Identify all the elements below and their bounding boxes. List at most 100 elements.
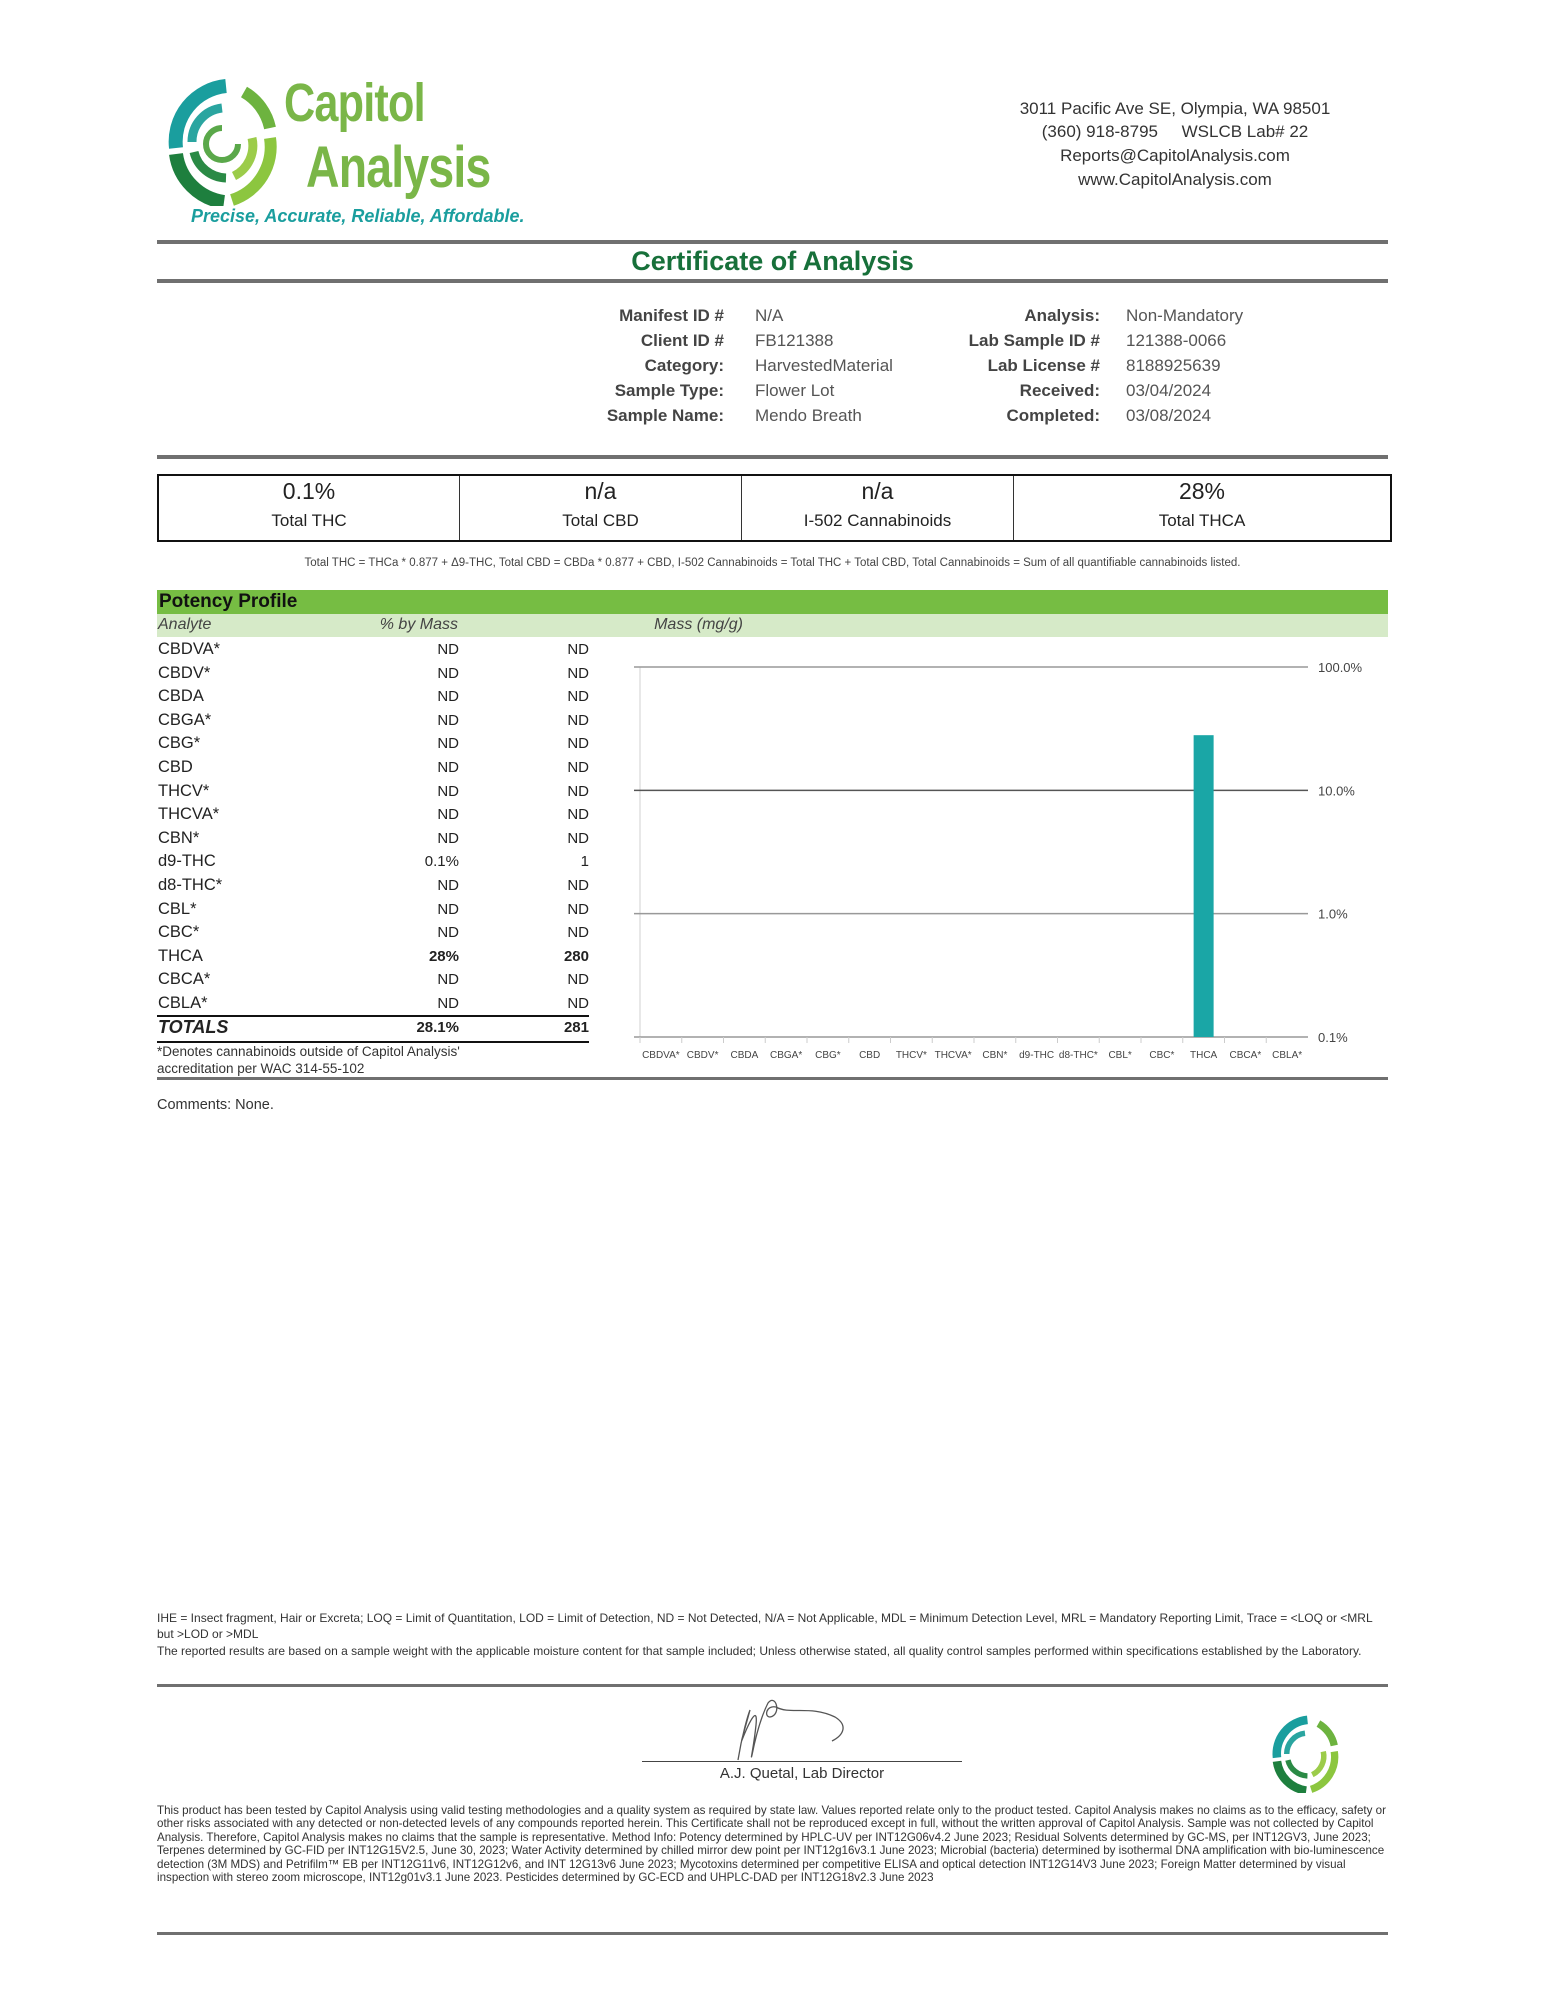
- info-value: Mendo Breath: [755, 406, 862, 425]
- totals-row: TOTALS 28.1% 281: [157, 1016, 589, 1039]
- x-tick-label: CBD: [859, 1050, 880, 1061]
- x-tick-label: THCV*: [896, 1050, 927, 1061]
- logo-swirl-icon: [168, 79, 277, 206]
- disclaimer: This product has been tested by Capitol …: [157, 1804, 1386, 1885]
- totals-label: TOTALS: [158, 1017, 229, 1037]
- x-tick-label: THCA: [1190, 1050, 1218, 1061]
- pct-by-mass: 0.1%: [424, 853, 459, 871]
- logo-swirl-small-icon: [1272, 1715, 1339, 1793]
- info-value: 03/08/2024: [1126, 406, 1212, 425]
- table-row: CBG* ND ND: [157, 732, 589, 755]
- results-note: The reported results are based on a samp…: [157, 1644, 1362, 1658]
- logo-tagline: Precise, Accurate, Reliable, Affordable.: [191, 206, 525, 226]
- analyte-name: CBL*: [158, 899, 197, 918]
- pct-by-mass: ND: [437, 924, 459, 942]
- table-row: CBLA* ND ND: [157, 992, 589, 1015]
- info-value: 121388-0066: [1126, 331, 1227, 350]
- mass-mgg: ND: [567, 711, 589, 729]
- website-link[interactable]: www.CapitolAnalysis.com: [1078, 170, 1272, 189]
- mass-mgg: ND: [567, 924, 589, 942]
- page-title: Certificate of Analysis: [631, 246, 914, 276]
- table-row: CBL* ND ND: [157, 898, 589, 921]
- totals-pct: 28.1%: [416, 1019, 459, 1036]
- phone-license-line: (360) 918-8795 WSLCB Lab# 22: [1041, 122, 1309, 141]
- analyte-name: CBDA: [158, 687, 204, 706]
- y-tick-label: 100.0%: [1318, 660, 1363, 675]
- table-row: CBGA* ND ND: [157, 709, 589, 732]
- table-row: CBDV* ND ND: [157, 662, 589, 685]
- analyte-name: CBDV*: [158, 663, 211, 682]
- summary-value: 0.1%: [282, 478, 336, 504]
- potency-title: Potency Profile: [159, 591, 298, 612]
- analyte-name: CBN*: [158, 828, 200, 847]
- info-value: N/A: [755, 306, 784, 325]
- info-value: 03/04/2024: [1126, 381, 1212, 400]
- x-tick-label: CBN*: [982, 1050, 1007, 1061]
- bar-thca: [1193, 735, 1214, 1037]
- info-value: Non-Mandatory: [1126, 306, 1244, 325]
- x-tick-label: CBDV*: [687, 1050, 719, 1061]
- pct-by-mass: ND: [437, 735, 459, 753]
- summary-value: n/a: [861, 478, 894, 504]
- mass-mgg: ND: [567, 759, 589, 776]
- info-label: Lab License #: [987, 356, 1100, 375]
- divider: [157, 455, 1388, 459]
- pct-by-mass: ND: [437, 995, 459, 1012]
- pct-by-mass: ND: [437, 641, 459, 658]
- pct-by-mass: ND: [437, 971, 459, 989]
- info-value: FB121388: [755, 331, 834, 350]
- pct-by-mass: ND: [437, 829, 459, 847]
- divider: [157, 1932, 1388, 1935]
- email-link[interactable]: Reports@CapitolAnalysis.com: [1060, 146, 1290, 165]
- summary-value: 28%: [1178, 478, 1226, 504]
- summary-total-cbd: n/a Total CBD: [460, 476, 742, 540]
- table-row: THCVA* ND ND: [157, 803, 589, 826]
- pct-by-mass: 28%: [428, 947, 459, 965]
- pct-by-mass: ND: [437, 711, 459, 729]
- col-analyte: Analyte: [158, 616, 212, 633]
- analyte-name: CBG*: [158, 734, 201, 753]
- x-tick-label: THCVA*: [935, 1050, 972, 1061]
- analyte-name: CBCA*: [158, 970, 211, 989]
- mass-mgg: ND: [567, 641, 589, 658]
- info-value: HarvestedMaterial: [755, 356, 893, 375]
- table-row: THCV* ND ND: [157, 780, 589, 803]
- mass-mgg: ND: [567, 877, 589, 894]
- analyte-name: THCVA*: [158, 805, 220, 824]
- summary-label: Total THCA: [1158, 511, 1246, 530]
- table-row: CBN* ND ND: [157, 827, 589, 850]
- info-label: Lab Sample ID #: [968, 331, 1100, 350]
- mass-mgg: 280: [563, 947, 589, 965]
- table-row: d9-THC 0.1% 1: [157, 850, 589, 873]
- totals-divider: [157, 1015, 589, 1017]
- x-tick-label: CBDA: [730, 1050, 758, 1061]
- mass-mgg: ND: [567, 971, 589, 989]
- x-tick-label: CBGA*: [770, 1050, 802, 1061]
- analyte-name: CBC*: [158, 923, 200, 942]
- potency-chart: 100.0% 10.0% 1.0% 0.1% CBDVA* CBDV* CBDA CBGA* C…: [634, 660, 1363, 1061]
- signature-image: [737, 1699, 844, 1761]
- analyte-name: CBLA*: [158, 994, 208, 1012]
- pct-by-mass: ND: [437, 664, 459, 682]
- info-value: Flower Lot: [755, 381, 835, 400]
- table-row: CBC* ND ND: [157, 921, 589, 944]
- pct-by-mass: ND: [437, 688, 459, 706]
- signature-line: [642, 1761, 962, 1762]
- summary-box: 0.1% Total THC n/a Total CBD n/a I-502 C…: [157, 474, 1392, 542]
- pct-by-mass: ND: [437, 877, 459, 894]
- mass-mgg: ND: [567, 900, 589, 918]
- info-label: Analysis:: [1024, 306, 1100, 325]
- analyte-name: CBD: [158, 758, 193, 776]
- totals-mass: 281: [563, 1019, 589, 1036]
- signatory-name: A.J. Quetal, Lab Director: [719, 1765, 885, 1782]
- analyte-name: d9-THC: [158, 852, 216, 871]
- comments: Comments: None.: [157, 1097, 274, 1113]
- y-tick-label: 1.0%: [1318, 907, 1348, 922]
- table-row: THCA 28% 280: [157, 945, 589, 968]
- table-row: d8-THC* ND ND: [157, 874, 589, 897]
- mass-mgg: ND: [567, 995, 589, 1012]
- analyte-name: THCV*: [158, 781, 210, 800]
- accreditation-footnote: *Denotes cannabinoids outside of Capitol…: [157, 1044, 460, 1076]
- logo-text-capitol: Capitol: [284, 73, 426, 133]
- x-tick-label: CBG*: [815, 1050, 841, 1061]
